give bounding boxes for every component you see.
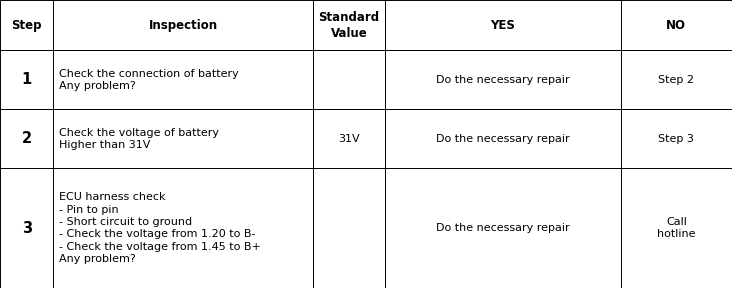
Bar [53, 50, 313, 109]
Bar [385, 168, 621, 288]
Text: Call
hotline: Call hotline [657, 217, 695, 239]
Bar [53, 109, 313, 168]
Text: NO: NO [666, 19, 687, 32]
Text: Do the necessary repair: Do the necessary repair [436, 223, 569, 233]
Bar [0, 109, 53, 168]
Bar [621, 50, 732, 109]
Bar [313, 50, 385, 109]
Text: Standard
Value: Standard Value [318, 11, 380, 40]
Bar [0, 50, 53, 109]
Bar [385, 109, 621, 168]
Bar [313, 0, 385, 50]
Bar [621, 168, 732, 288]
Text: 31V: 31V [338, 134, 360, 144]
Bar [53, 168, 313, 288]
Text: Step: Step [12, 19, 42, 32]
Bar [385, 0, 621, 50]
Bar [0, 168, 53, 288]
Bar [313, 168, 385, 288]
Bar [621, 0, 732, 50]
Text: Step 3: Step 3 [658, 134, 695, 144]
Text: 3: 3 [22, 221, 31, 236]
Text: 1: 1 [21, 72, 32, 88]
Text: 2: 2 [22, 131, 31, 147]
Bar [313, 109, 385, 168]
Text: Check the voltage of battery
Higher than 31V: Check the voltage of battery Higher than… [59, 128, 220, 150]
Text: Do the necessary repair: Do the necessary repair [436, 134, 569, 144]
Text: Step 2: Step 2 [658, 75, 695, 85]
Text: Do the necessary repair: Do the necessary repair [436, 75, 569, 85]
Text: Inspection: Inspection [149, 19, 218, 32]
Bar [0, 0, 53, 50]
Bar [621, 109, 732, 168]
Bar [53, 0, 313, 50]
Bar [385, 50, 621, 109]
Text: YES: YES [490, 19, 515, 32]
Text: Check the connection of battery
Any problem?: Check the connection of battery Any prob… [59, 69, 239, 91]
Text: ECU harness check
- Pin to pin
- Short circuit to ground
- Check the voltage fro: ECU harness check - Pin to pin - Short c… [59, 192, 261, 264]
